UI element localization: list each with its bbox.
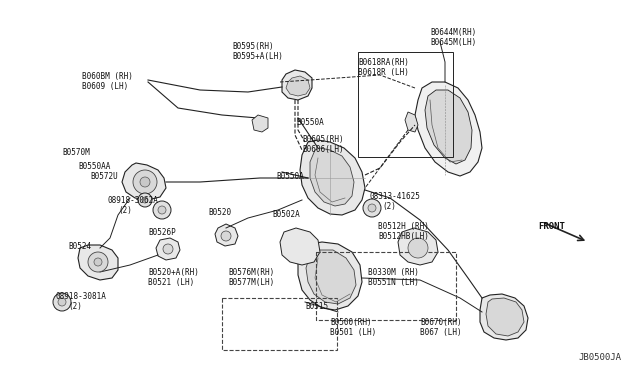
- Text: (2): (2): [118, 206, 132, 215]
- Text: B0572U: B0572U: [90, 172, 118, 181]
- Text: 08918-3062A: 08918-3062A: [108, 196, 159, 205]
- Text: B0570M: B0570M: [62, 148, 90, 157]
- Bar: [316, 252, 456, 320]
- Circle shape: [142, 197, 148, 203]
- Text: B0330M (RH): B0330M (RH): [368, 268, 419, 277]
- Polygon shape: [282, 70, 312, 100]
- Text: B0512HB(LH): B0512HB(LH): [378, 232, 429, 241]
- Text: B0618R (LH): B0618R (LH): [358, 68, 409, 77]
- Text: B0521 (LH): B0521 (LH): [148, 278, 195, 287]
- Polygon shape: [280, 228, 320, 265]
- Text: B0577M(LH): B0577M(LH): [228, 278, 275, 287]
- Polygon shape: [306, 250, 356, 304]
- Polygon shape: [298, 242, 362, 310]
- Text: FRONT: FRONT: [538, 222, 565, 231]
- Circle shape: [58, 298, 66, 306]
- Polygon shape: [398, 228, 438, 265]
- Text: B0605(RH): B0605(RH): [302, 135, 344, 144]
- Polygon shape: [486, 298, 524, 336]
- Text: B067 (LH): B067 (LH): [420, 328, 461, 337]
- Polygon shape: [156, 238, 180, 260]
- Text: B060BM (RH): B060BM (RH): [82, 72, 133, 81]
- Text: 08918-3081A: 08918-3081A: [55, 292, 106, 301]
- Text: B0595+A(LH): B0595+A(LH): [232, 52, 283, 61]
- Circle shape: [221, 231, 231, 241]
- Circle shape: [363, 199, 381, 217]
- Polygon shape: [286, 76, 310, 96]
- Text: B0520: B0520: [208, 208, 231, 217]
- Text: B0550AA: B0550AA: [78, 162, 110, 171]
- Text: B0515: B0515: [305, 302, 328, 311]
- Text: (2): (2): [382, 202, 396, 211]
- Text: B0618RA(RH): B0618RA(RH): [358, 58, 409, 67]
- Text: B0670(RH): B0670(RH): [420, 318, 461, 327]
- Text: B0512H (RH): B0512H (RH): [378, 222, 429, 231]
- Text: B0501 (LH): B0501 (LH): [330, 328, 376, 337]
- Text: B0550A: B0550A: [276, 172, 304, 181]
- Polygon shape: [425, 90, 472, 164]
- Text: B0595(RH): B0595(RH): [232, 42, 274, 51]
- Circle shape: [94, 258, 102, 266]
- Circle shape: [163, 244, 173, 254]
- Text: B0644M(RH): B0644M(RH): [430, 28, 476, 37]
- Text: B0550A: B0550A: [296, 118, 324, 127]
- Polygon shape: [415, 82, 482, 176]
- Polygon shape: [480, 294, 528, 340]
- Text: B0645M(LH): B0645M(LH): [430, 38, 476, 47]
- Text: B0606(LH): B0606(LH): [302, 145, 344, 154]
- Text: B0502A: B0502A: [272, 210, 300, 219]
- Text: B0576M(RH): B0576M(RH): [228, 268, 275, 277]
- Polygon shape: [310, 148, 354, 206]
- Text: B0500(RH): B0500(RH): [330, 318, 372, 327]
- Circle shape: [53, 293, 71, 311]
- Polygon shape: [78, 245, 118, 280]
- Text: 08313-41625: 08313-41625: [370, 192, 421, 201]
- Text: (2): (2): [68, 302, 82, 311]
- Polygon shape: [252, 115, 268, 132]
- Text: JB0500JA: JB0500JA: [579, 353, 621, 362]
- Bar: [222, 298, 337, 350]
- Circle shape: [158, 206, 166, 214]
- Bar: [358, 52, 453, 157]
- Circle shape: [140, 177, 150, 187]
- Text: B0524: B0524: [68, 242, 91, 251]
- Circle shape: [368, 204, 376, 212]
- Polygon shape: [300, 140, 365, 215]
- Text: B0609 (LH): B0609 (LH): [82, 82, 128, 91]
- Circle shape: [153, 201, 171, 219]
- Text: B0520+A(RH): B0520+A(RH): [148, 268, 199, 277]
- Text: B0526P: B0526P: [148, 228, 176, 237]
- Circle shape: [88, 252, 108, 272]
- Circle shape: [138, 193, 152, 207]
- Polygon shape: [122, 163, 166, 200]
- Circle shape: [133, 170, 157, 194]
- Polygon shape: [215, 224, 238, 246]
- Polygon shape: [405, 112, 418, 132]
- Circle shape: [408, 238, 428, 258]
- Text: B0551N (LH): B0551N (LH): [368, 278, 419, 287]
